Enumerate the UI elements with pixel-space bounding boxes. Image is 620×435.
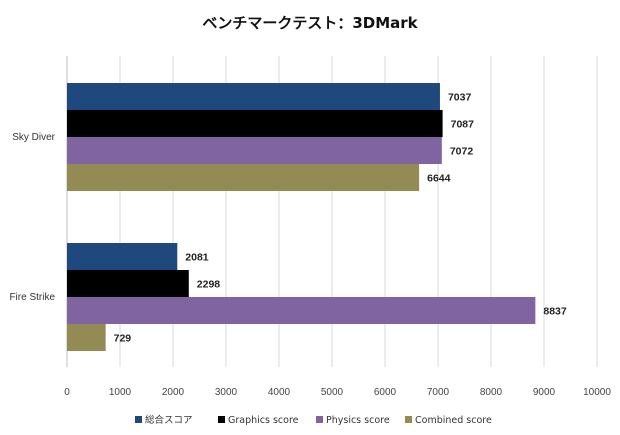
bar — [67, 110, 443, 137]
bar — [67, 243, 178, 270]
bar — [67, 83, 440, 110]
data-label: 7037 — [448, 92, 472, 104]
bar — [67, 137, 442, 164]
x-tick-label: 3000 — [215, 387, 238, 398]
x-tick-label: 7000 — [427, 387, 450, 398]
data-label: 2081 — [185, 252, 209, 264]
legend-swatch — [218, 416, 225, 423]
bar — [67, 324, 106, 351]
data-label: 7072 — [450, 146, 474, 158]
legend-label: Graphics score — [228, 415, 299, 426]
data-labels: 7037 7087 7072 6644 2081 2298 8837 729 — [114, 92, 567, 345]
data-label: 8837 — [543, 306, 567, 318]
data-label: 729 — [114, 333, 132, 345]
x-tick-label: 0 — [64, 387, 70, 398]
legend-swatch — [316, 416, 323, 423]
bar — [67, 270, 189, 297]
category-label: Fire Strike — [9, 292, 55, 303]
legend-label: Combined score — [415, 415, 492, 426]
x-tick-label: 5000 — [321, 387, 344, 398]
x-tick-label: 10000 — [583, 387, 611, 398]
bar — [67, 164, 420, 191]
legend: 総合スコア Graphics score Physics score Combined… — [135, 414, 492, 426]
legend-swatch — [405, 416, 412, 423]
x-tick-label: 6000 — [374, 387, 397, 398]
category-labels: Sky Diver Fire Strike — [9, 132, 55, 303]
x-axis: 0 1000 2000 3000 4000 5000 6000 7000 8000 9000 100… — [64, 387, 611, 398]
x-tick-label: 1000 — [109, 387, 132, 398]
chart-title: ベンチマークテスト：3DMark — [202, 14, 418, 32]
legend-swatch — [135, 416, 142, 423]
x-tick-label: 2000 — [162, 387, 185, 398]
bars — [67, 83, 536, 351]
legend-label: 総合スコア — [145, 414, 193, 426]
category-label: Sky Diver — [12, 132, 55, 143]
x-tick-label: 9000 — [533, 387, 556, 398]
data-label: 2298 — [197, 279, 221, 291]
data-label: 7087 — [451, 119, 475, 131]
legend-label: Physics score — [326, 415, 390, 426]
data-label: 6644 — [427, 173, 451, 185]
x-tick-label: 8000 — [480, 387, 503, 398]
x-tick-label: 4000 — [268, 387, 291, 398]
bar — [67, 297, 536, 324]
